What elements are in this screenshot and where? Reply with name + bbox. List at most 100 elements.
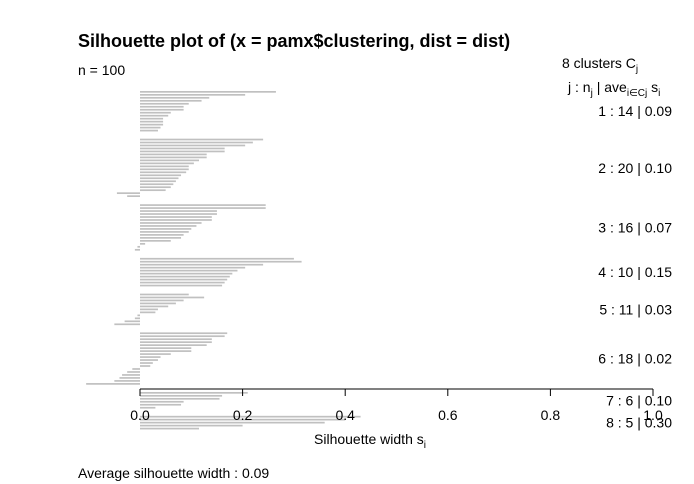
columns-header-s-sub: i [658,88,660,99]
silhouette-bar-c3-8 [140,225,197,227]
silhouette-bar-c1-6 [140,105,184,108]
silhouette-bar-c2-4 [140,147,225,150]
silhouette-bar-c6-11 [140,362,153,364]
silhouette-bar-c3-10 [140,231,189,233]
x-axis-ticks: 0.0 0.2 0.4 0.6 0.8 1.0 [130,389,663,423]
columns-header-j: j : n [567,79,591,95]
clusters-count-sub: j [635,64,638,75]
silhouette-bar-c2-1 [140,138,264,141]
silhouette-bar-c1-14 [140,129,158,132]
silhouette-bar-c6-16 [119,377,140,379]
silhouette-bar-c3-15 [137,245,140,248]
silhouette-bar-c4-4 [140,266,246,269]
silhouette-bar-c3-5 [140,216,212,218]
silhouette-bar-c6-8 [140,353,171,355]
silhouette-bar-c8-5 [140,427,199,430]
chart-title: Silhouette plot of (x = pamx$clustering,… [78,31,510,51]
silhouette-bar-c5-7 [140,311,156,314]
silhouette-bar-c3-6 [140,219,212,221]
cluster-label-2: 2 : 20 | 0.10 [598,160,672,176]
silhouette-bar-c2-16 [140,183,174,186]
silhouette-bar-c3-7 [140,222,202,224]
silhouette-bar-c5-8 [137,314,140,317]
silhouette-bar-c6-13 [132,368,140,370]
x-tick-label: 0.4 [335,407,355,423]
silhouette-bar-c6-2 [140,335,225,338]
x-tick-label: 0.8 [541,407,561,423]
silhouette-bar-c2-14 [140,177,179,180]
silhouette-bar-c5-10 [124,320,140,323]
x-tick-label: 1.0 [643,407,663,423]
silhouette-bar-c5-3 [140,299,184,302]
silhouette-bar-c8-4 [140,424,243,427]
cluster-label-1: 1 : 14 | 0.09 [598,103,672,119]
silhouette-bar-c2-3 [140,144,246,147]
silhouette-bar-c4-6 [140,272,233,275]
silhouette-bar-c2-11 [140,168,189,171]
silhouette-bar-c6-14 [127,371,140,373]
silhouette-bar-c2-10 [140,165,189,168]
silhouette-bar-c8-3 [140,421,325,424]
silhouette-bar-c3-14 [140,242,146,245]
silhouette-bar-c7-3 [140,397,220,400]
silhouette-bar-c1-10 [140,117,164,120]
cluster-labels: 1 : 14 | 0.09 2 : 20 | 0.10 3 : 16 | 0.07 4… [598,103,672,430]
silhouette-bar-c2-20 [127,195,140,197]
silhouette-bar-c2-9 [140,162,194,165]
silhouette-bar-c4-10 [140,284,223,287]
silhouette-bar-c7-2 [140,394,223,397]
silhouette-bar-c1-7 [140,108,184,111]
silhouette-bar-c5-4 [140,302,176,305]
silhouette-bar-c2-7 [140,156,207,159]
silhouette-bar-c6-5 [140,344,207,346]
columns-header-ave: | ave [593,79,627,95]
columns-header-s: s [647,79,658,95]
silhouette-bar-c2-6 [140,153,207,156]
silhouette-bar-c3-3 [140,210,217,212]
silhouette-bar-c2-5 [140,150,225,153]
cluster-label-8: 8 : 5 | 0.30 [606,415,672,431]
silhouette-bar-c2-12 [140,171,187,174]
silhouette-bar-c1-5 [140,102,189,105]
clusters-count-header: 8 clusters Cj [562,55,638,75]
x-tick-label: 0.0 [130,407,150,423]
silhouette-bar-c6-10 [140,359,158,361]
silhouette-bar-c2-13 [140,174,182,177]
silhouette-bar-c1-4 [140,99,202,102]
silhouette-bar-c6-3 [140,338,212,341]
silhouette-bar-c6-1 [140,332,228,335]
silhouette-bar-c2-19 [116,192,140,195]
x-axis-label-text: Silhouette width s [314,431,424,447]
silhouette-bar-c2-15 [140,180,176,183]
columns-header-ave-sub: i∈Cj [627,88,647,99]
silhouette-bar-c3-11 [140,234,184,236]
silhouette-bar-c2-18 [140,189,166,192]
clusters-count-text: 8 clusters C [562,55,636,71]
silhouette-bar-c1-2 [140,93,246,96]
x-axis-label-sub: i [424,440,426,451]
silhouette-bar-c6-7 [140,350,192,352]
silhouette-bar-c2-2 [140,141,253,144]
silhouette-bar-c5-5 [140,305,169,308]
silhouette-bar-c3-4 [140,213,217,215]
silhouette-bar-c1-12 [140,123,164,126]
silhouette-bar-c8-1 [140,415,361,418]
silhouette-bar-c4-2 [140,260,302,263]
silhouette-bar-c8-2 [140,418,346,421]
silhouette-bar-c6-6 [140,347,192,349]
columns-header: j : nj | avei∈Cj si [567,79,660,99]
silhouette-bar-c6-9 [140,356,161,358]
silhouette-bar-c7-1 [140,391,248,394]
average-silhouette-footer: Average silhouette width : 0.09 [78,465,269,481]
silhouette-bar-c5-2 [140,296,205,299]
silhouette-bar-c3-16 [134,248,140,251]
silhouette-bar-c3-1 [140,204,266,206]
silhouette-bar-c4-8 [140,278,228,281]
cluster-label-7: 7 : 6 | 0.10 [606,392,672,408]
silhouette-bar-c6-15 [122,374,140,376]
silhouette-bar-c5-1 [140,293,189,296]
silhouette-bar-c2-17 [140,186,171,189]
silhouette-bar-c5-9 [134,317,140,320]
cluster-label-6: 6 : 18 | 0.02 [598,351,672,367]
